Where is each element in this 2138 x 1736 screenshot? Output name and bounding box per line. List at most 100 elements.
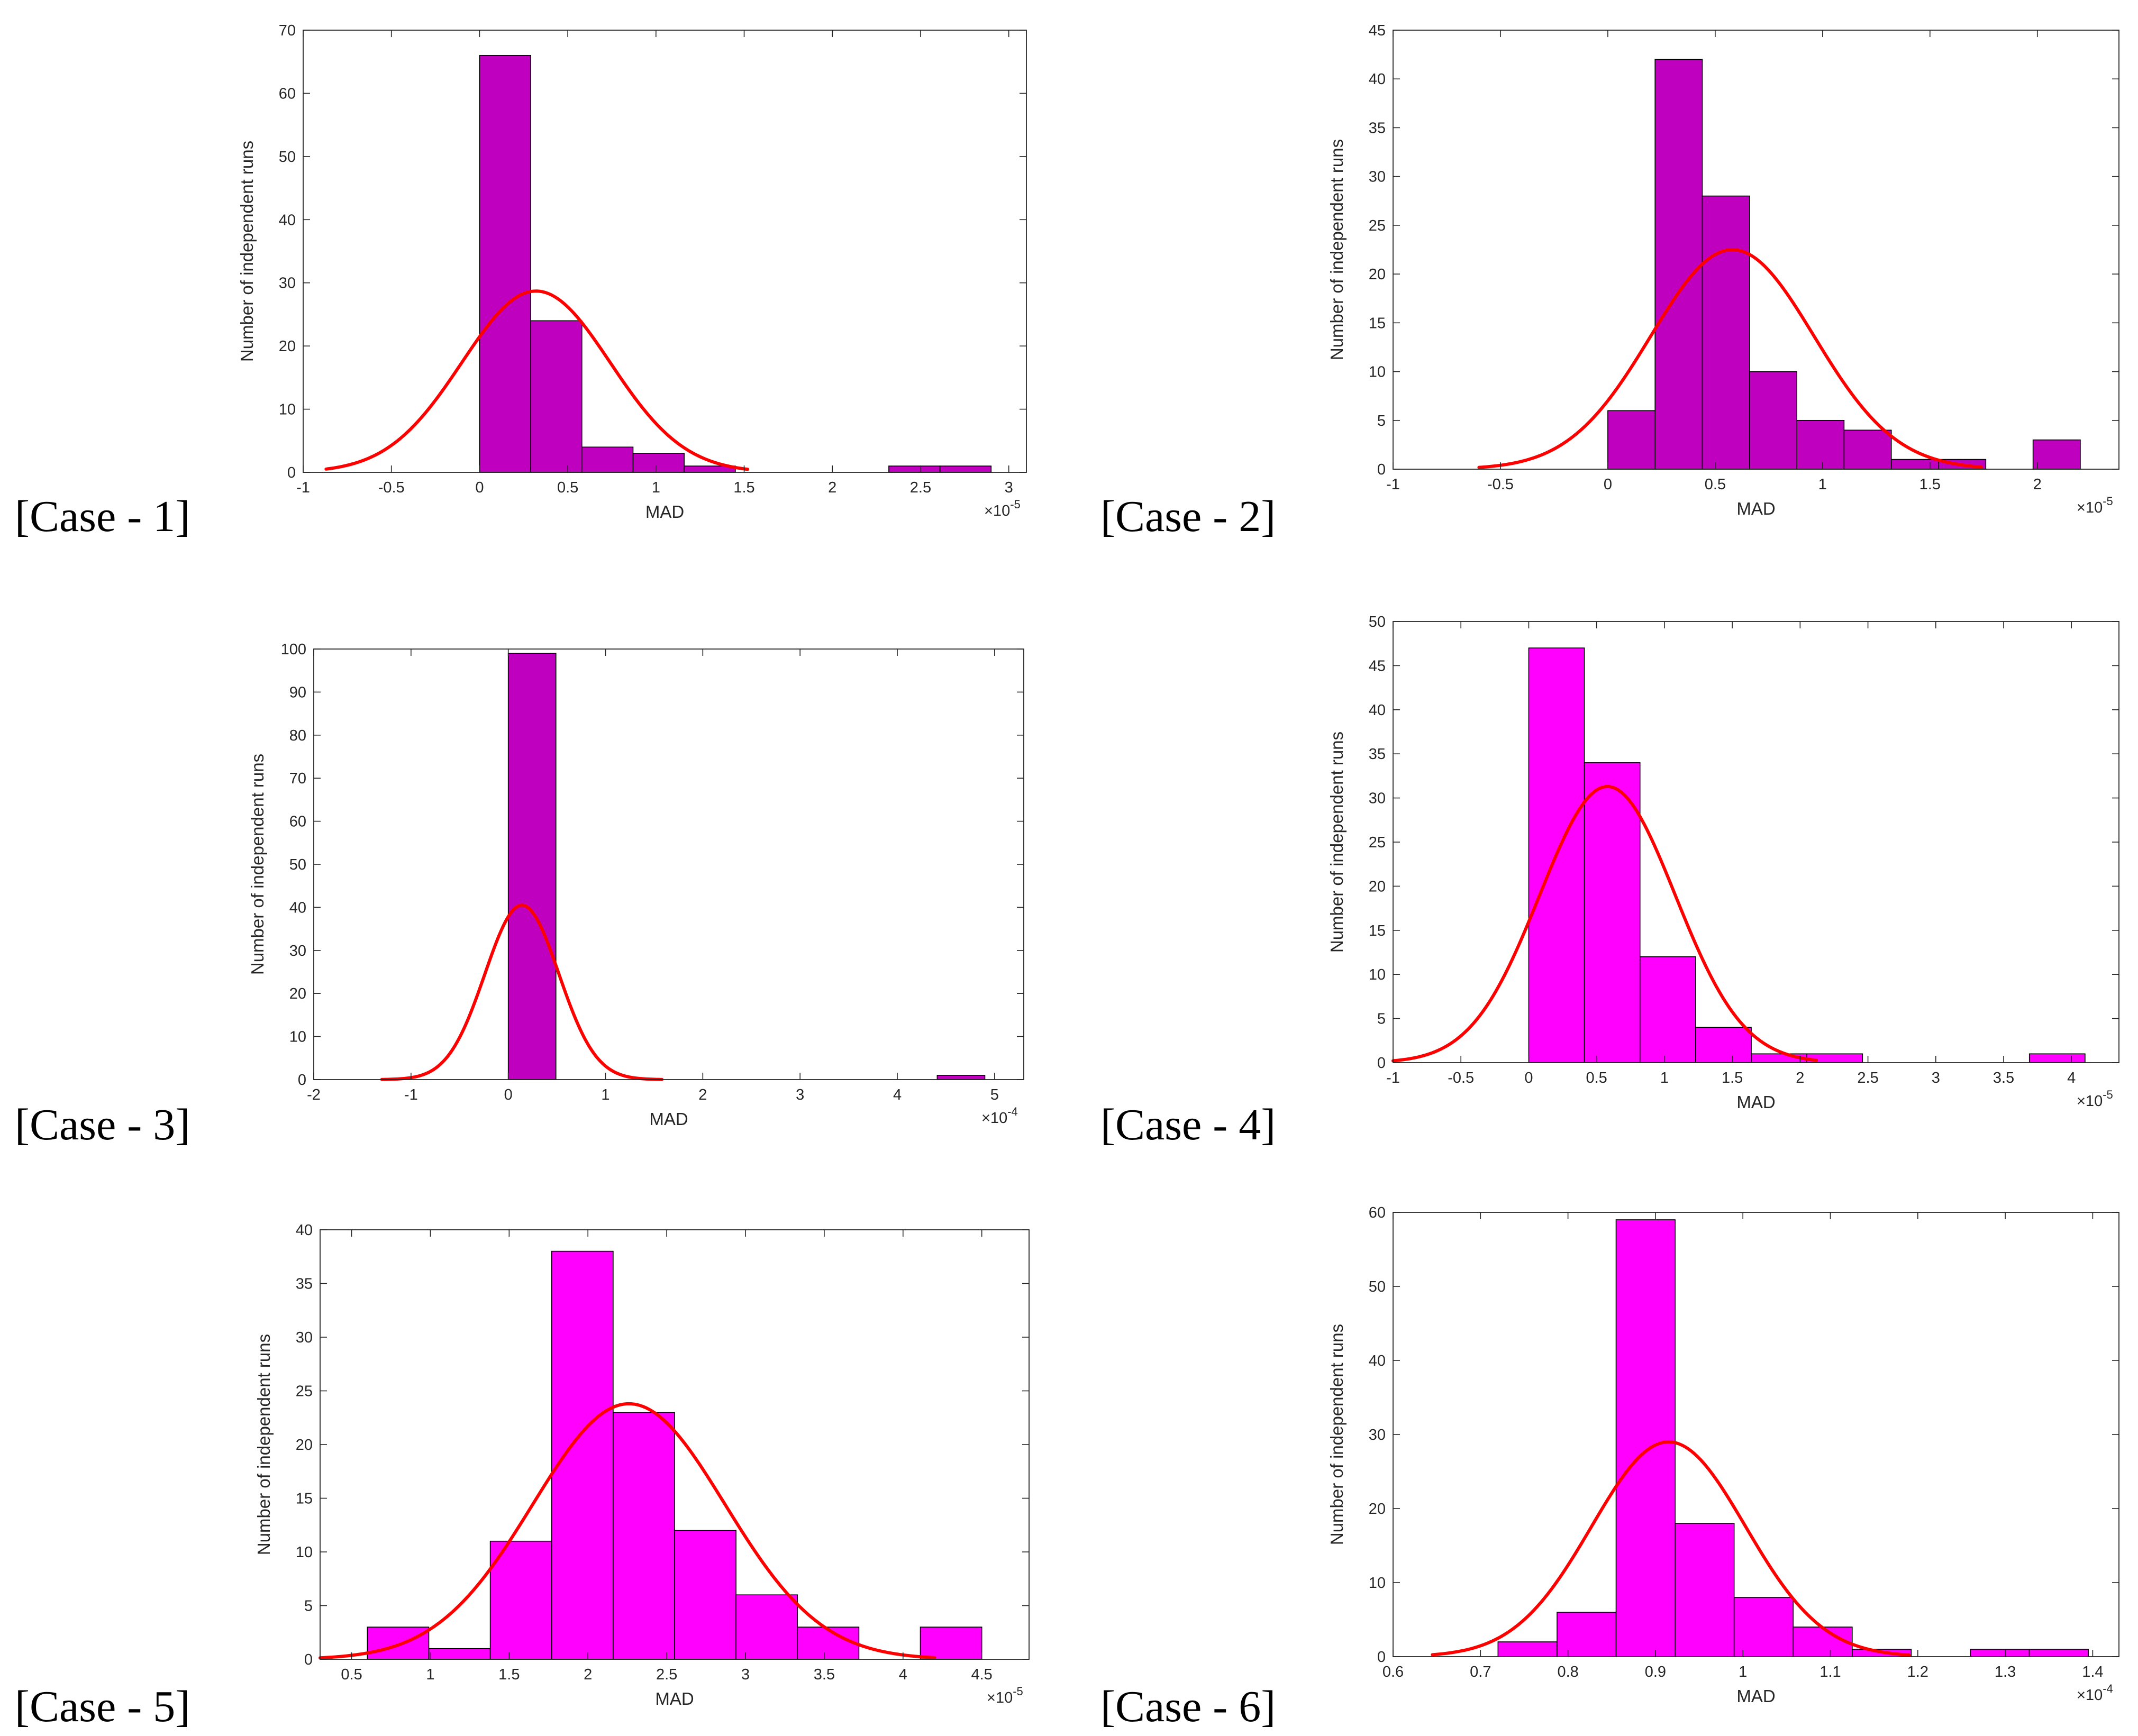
normal-fit-curve <box>324 289 750 471</box>
x-tick-label: 2.5 <box>1857 1070 1878 1086</box>
x-axis-label: MAD <box>645 502 684 522</box>
x-exponent-power: -5 <box>2103 495 2113 508</box>
y-tick-label: 30 <box>296 1329 313 1346</box>
histogram-bar <box>1890 459 1939 470</box>
histogram-case-5: 0.5 1 1.5 2 2.5 3 3.5 4 4.5 0 5 10 15 20 25 30 35 40 MAD Nu… <box>254 1222 1030 1708</box>
case-label: [Case - 5] <box>15 1682 190 1731</box>
x-exponent-label: ×10-5 <box>2077 1088 2113 1110</box>
x-tick-label: 3.5 <box>814 1666 835 1683</box>
histogram-bar <box>428 1648 491 1660</box>
x-tick-label: 0.8 <box>1557 1664 1578 1680</box>
x-exponent-label: ×10-5 <box>2077 495 2113 516</box>
x-tick-label: 1 <box>601 1086 609 1103</box>
normal-fit-curve <box>1477 248 1984 469</box>
y-tick-label: 50 <box>1369 614 1386 631</box>
histogram-bar <box>1639 956 1696 1063</box>
x-tick-label: 3 <box>1932 1070 1940 1086</box>
y-axis-label: Number of independent runs <box>1327 732 1347 953</box>
x-tick-label: 4.5 <box>971 1666 993 1683</box>
histogram-bar <box>632 453 685 473</box>
x-axis-label: MAD <box>1736 1686 1775 1706</box>
histogram-bar <box>1733 1597 1794 1657</box>
x-exponent-label: ×10-5 <box>984 498 1021 519</box>
x-tick-label: 4 <box>893 1086 902 1103</box>
y-tick-label: 40 <box>289 899 306 916</box>
y-tick-label: 0 <box>287 464 296 481</box>
histogram-bar <box>1796 419 1845 470</box>
x-exponent-power: -5 <box>1013 1685 1023 1698</box>
histogram-bar <box>479 54 531 473</box>
y-tick-label: 25 <box>1369 834 1386 851</box>
histogram-bar <box>1702 195 1750 470</box>
plot-area <box>1393 1212 2119 1657</box>
y-tick-label: 5 <box>1377 1011 1386 1028</box>
x-tick-label: 5 <box>990 1086 999 1103</box>
case-label: [Case - 6] <box>1100 1682 1276 1731</box>
x-tick-label: 1.2 <box>1907 1664 1928 1680</box>
y-tick-label: 80 <box>289 727 306 744</box>
y-tick-label: 0 <box>304 1651 313 1668</box>
histogram-bar <box>489 1540 552 1660</box>
x-tick-label: 3 <box>1005 479 1013 496</box>
x-exponent-label: ×10-5 <box>987 1685 1023 1706</box>
histogram-bar <box>1497 1641 1558 1657</box>
y-tick-label: 40 <box>296 1222 313 1239</box>
x-exponent-power: -5 <box>2103 1088 2113 1101</box>
axes-box <box>303 30 1027 473</box>
x-tick-label: -2 <box>307 1086 321 1103</box>
x-exponent-power: -5 <box>1010 498 1021 511</box>
y-tick-label: 20 <box>1369 878 1386 895</box>
x-tick-label: 0.5 <box>557 479 578 496</box>
histogram-case-1: -1 -0.5 0 0.5 1 1.5 2 2.5 3010203040506070MADNum… <box>237 22 1027 522</box>
x-axis-label: MAD <box>649 1109 688 1129</box>
histogram-bar <box>1607 410 1656 470</box>
x-tick-label: 1.4 <box>2082 1664 2103 1680</box>
histogram-bar <box>367 1627 430 1660</box>
x-tick-label: -1 <box>1386 476 1400 493</box>
x-tick-label: 0 <box>475 479 484 496</box>
case-label: [Case - 1] <box>15 492 190 541</box>
x-tick-label: 0.5 <box>1586 1070 1607 1086</box>
x-axis-label: MAD <box>655 1689 694 1708</box>
chart-panel-case-5: 0.5 1 1.5 2 2.5 3 3.5 4 4.5 0 5 10 15 20 25 30 35 40 MAD Nu… <box>0 1164 1069 1736</box>
y-tick-label: 20 <box>289 985 306 1002</box>
x-tick-label: 3 <box>741 1666 750 1683</box>
y-tick-label: 10 <box>1369 1575 1386 1592</box>
x-tick-label: 1.5 <box>1919 476 1941 493</box>
x-tick-label: 2 <box>1796 1070 1804 1086</box>
y-tick-label: 40 <box>1369 1353 1386 1369</box>
histogram-bar <box>1615 1219 1676 1657</box>
histogram-bar <box>1793 1627 1853 1657</box>
y-tick-label: 10 <box>279 401 296 418</box>
histogram-bar <box>939 465 992 473</box>
y-tick-label: 25 <box>1369 217 1386 234</box>
histogram-bar <box>936 1075 986 1080</box>
x-tick-label: 1 <box>1818 476 1827 493</box>
histogram-bar <box>1695 1027 1752 1063</box>
x-tick-label: 2 <box>584 1666 592 1683</box>
y-axis-label: Number of independent runs <box>248 754 267 975</box>
y-axis-label: Number of independent runs <box>237 141 257 362</box>
y-tick-label: 30 <box>1369 1427 1386 1443</box>
y-tick-label: 15 <box>296 1491 313 1507</box>
y-tick-label: 20 <box>1369 266 1386 283</box>
y-tick-label: 40 <box>1369 702 1386 719</box>
case-label: [Case - 3] <box>15 1100 190 1149</box>
y-tick-label: 10 <box>296 1544 313 1561</box>
y-tick-label: 15 <box>1369 922 1386 939</box>
chart-panel-case-4: -1 -0.5 0 0.5 1 1.5 2 2.5 3 3.5 4 0 5 10 15 20 25 30 35 40 4… <box>1069 582 2138 1164</box>
y-tick-label: 0 <box>298 1072 306 1089</box>
plot-area <box>314 649 1024 1080</box>
y-tick-label: 20 <box>1369 1501 1386 1518</box>
x-tick-label: 2.5 <box>656 1666 677 1683</box>
y-tick-label: 0 <box>1377 1055 1386 1072</box>
y-tick-label: 10 <box>289 1029 306 1046</box>
x-tick-label: -0.5 <box>1448 1070 1474 1086</box>
case-label: [Case - 4] <box>1100 1100 1276 1149</box>
normal-fit-curve <box>1391 784 1818 1063</box>
x-tick-label: 4 <box>899 1666 907 1683</box>
x-tick-label: 1.5 <box>498 1666 520 1683</box>
histogram-bar <box>797 1627 860 1660</box>
histogram-bar <box>2028 1649 2089 1657</box>
histogram-bar <box>507 653 557 1080</box>
